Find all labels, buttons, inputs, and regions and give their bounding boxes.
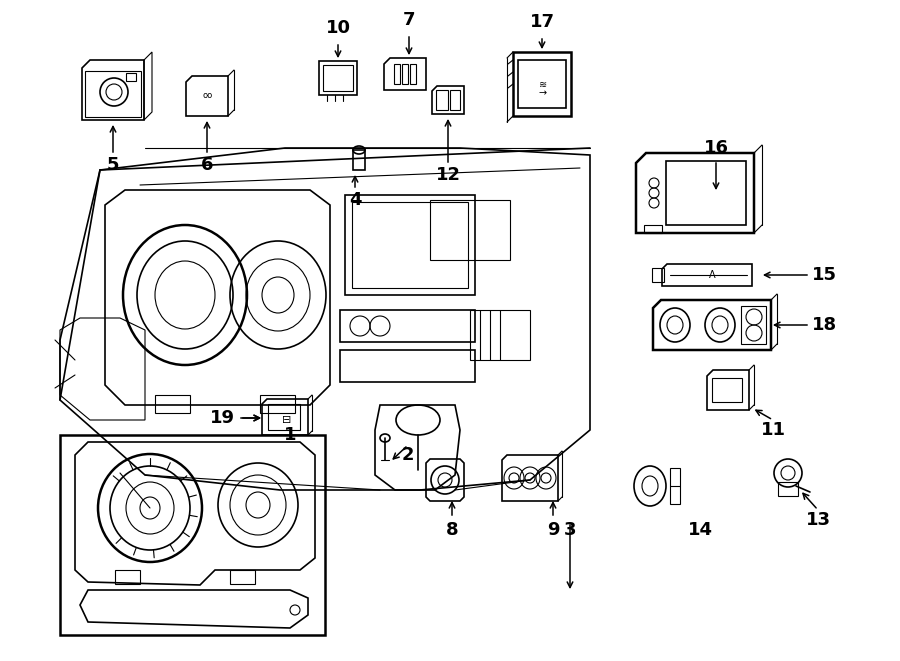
Bar bbox=[394, 64, 400, 84]
Text: ≋
→: ≋ → bbox=[539, 80, 547, 98]
Bar bbox=[518, 60, 566, 108]
Bar bbox=[353, 150, 365, 170]
Text: 12: 12 bbox=[436, 166, 461, 184]
Text: oo: oo bbox=[202, 91, 213, 100]
Bar bbox=[450, 90, 460, 110]
Text: 10: 10 bbox=[326, 19, 350, 37]
Bar bbox=[323, 65, 353, 91]
Bar bbox=[712, 378, 742, 402]
Bar bbox=[260, 395, 295, 413]
Text: 17: 17 bbox=[529, 13, 554, 31]
Bar bbox=[666, 161, 746, 225]
Text: 11: 11 bbox=[760, 421, 786, 439]
Bar bbox=[741, 306, 766, 344]
Bar bbox=[402, 64, 408, 84]
Bar bbox=[436, 90, 448, 110]
Text: 3: 3 bbox=[563, 521, 576, 539]
Text: 13: 13 bbox=[806, 511, 831, 529]
Bar bbox=[268, 404, 300, 430]
Text: 14: 14 bbox=[688, 521, 713, 539]
Text: 1: 1 bbox=[284, 426, 296, 444]
Bar bbox=[352, 202, 468, 288]
Bar bbox=[778, 482, 798, 496]
Bar bbox=[230, 570, 255, 584]
Bar bbox=[319, 61, 357, 95]
Bar bbox=[115, 570, 140, 584]
Text: 19: 19 bbox=[210, 409, 235, 427]
Bar bbox=[513, 52, 571, 116]
Bar bbox=[60, 435, 325, 635]
Text: ⊟: ⊟ bbox=[283, 415, 292, 425]
Text: 5: 5 bbox=[107, 156, 119, 174]
Text: A: A bbox=[708, 270, 716, 280]
Text: 8: 8 bbox=[446, 521, 458, 539]
Bar bbox=[430, 200, 510, 260]
Bar bbox=[85, 71, 141, 117]
Bar bbox=[652, 268, 664, 282]
Bar bbox=[470, 310, 530, 360]
Bar bbox=[345, 195, 475, 295]
Text: 7: 7 bbox=[403, 11, 415, 29]
Bar bbox=[155, 395, 190, 413]
Bar bbox=[410, 64, 416, 84]
Bar bbox=[126, 73, 136, 81]
Bar bbox=[644, 225, 662, 233]
Text: 6: 6 bbox=[201, 156, 213, 174]
Text: 2: 2 bbox=[401, 446, 414, 464]
Bar bbox=[340, 350, 475, 382]
Text: 16: 16 bbox=[704, 139, 728, 157]
Text: 4: 4 bbox=[349, 191, 361, 209]
Text: 15: 15 bbox=[812, 266, 836, 284]
Text: 18: 18 bbox=[812, 316, 837, 334]
Bar bbox=[340, 310, 475, 342]
Text: 9: 9 bbox=[547, 521, 559, 539]
